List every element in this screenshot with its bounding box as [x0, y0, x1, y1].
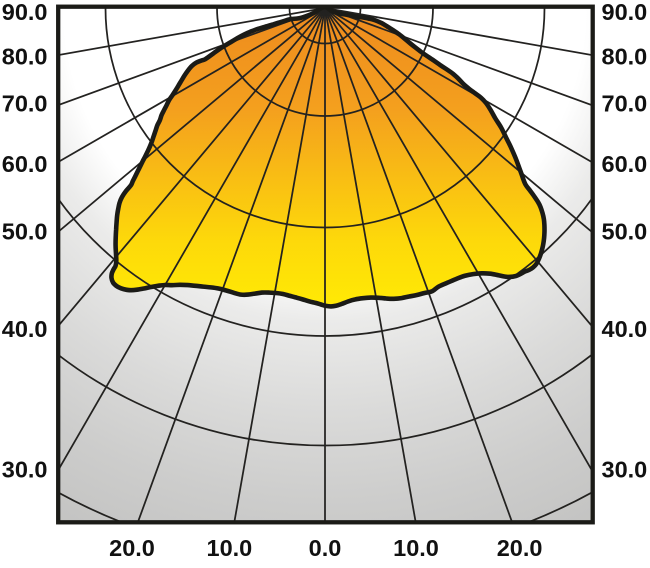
svg-text:80.0: 80.0 — [602, 44, 648, 70]
svg-text:10.0: 10.0 — [393, 535, 439, 561]
svg-text:60.0: 60.0 — [2, 151, 48, 177]
svg-text:70.0: 70.0 — [602, 91, 648, 117]
svg-text:30.0: 30.0 — [2, 457, 48, 483]
svg-text:80.0: 80.0 — [2, 44, 48, 70]
svg-text:40.0: 40.0 — [2, 316, 48, 342]
svg-text:90.0: 90.0 — [602, 0, 648, 25]
svg-text:60.0: 60.0 — [602, 151, 648, 177]
svg-text:30.0: 30.0 — [602, 457, 648, 483]
svg-text:50.0: 50.0 — [2, 219, 48, 245]
svg-text:20.0: 20.0 — [497, 535, 543, 561]
svg-text:40.0: 40.0 — [602, 316, 648, 342]
svg-text:20.0: 20.0 — [109, 535, 155, 561]
svg-text:0.0: 0.0 — [309, 535, 342, 561]
svg-text:50.0: 50.0 — [602, 219, 648, 245]
svg-text:90.0: 90.0 — [2, 0, 48, 25]
svg-text:10.0: 10.0 — [207, 535, 253, 561]
svg-text:70.0: 70.0 — [2, 91, 48, 117]
